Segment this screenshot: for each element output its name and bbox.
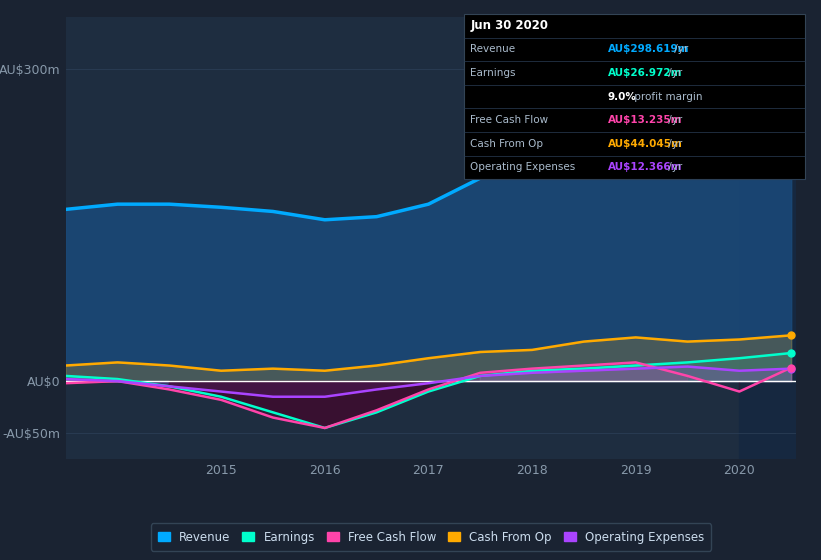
Text: AU$298.619m: AU$298.619m	[608, 44, 689, 54]
Text: Jun 30 2020: Jun 30 2020	[470, 19, 548, 32]
Text: profit margin: profit margin	[631, 92, 702, 101]
Text: AU$26.972m: AU$26.972m	[608, 68, 682, 78]
Text: Cash From Op: Cash From Op	[470, 139, 544, 149]
Text: /yr: /yr	[665, 139, 682, 149]
Text: Revenue: Revenue	[470, 44, 516, 54]
Text: AU$12.366m: AU$12.366m	[608, 162, 682, 172]
Text: /yr: /yr	[665, 162, 682, 172]
Legend: Revenue, Earnings, Free Cash Flow, Cash From Op, Operating Expenses: Revenue, Earnings, Free Cash Flow, Cash …	[151, 524, 711, 550]
Text: /yr: /yr	[671, 44, 688, 54]
Text: /yr: /yr	[665, 115, 682, 125]
Text: AU$44.045m: AU$44.045m	[608, 139, 682, 149]
Text: 9.0%: 9.0%	[608, 92, 636, 101]
Text: Operating Expenses: Operating Expenses	[470, 162, 576, 172]
Text: Earnings: Earnings	[470, 68, 516, 78]
Text: Free Cash Flow: Free Cash Flow	[470, 115, 548, 125]
Text: /yr: /yr	[665, 68, 682, 78]
Bar	[740, 17, 801, 459]
Text: AU$13.235m: AU$13.235m	[608, 115, 682, 125]
